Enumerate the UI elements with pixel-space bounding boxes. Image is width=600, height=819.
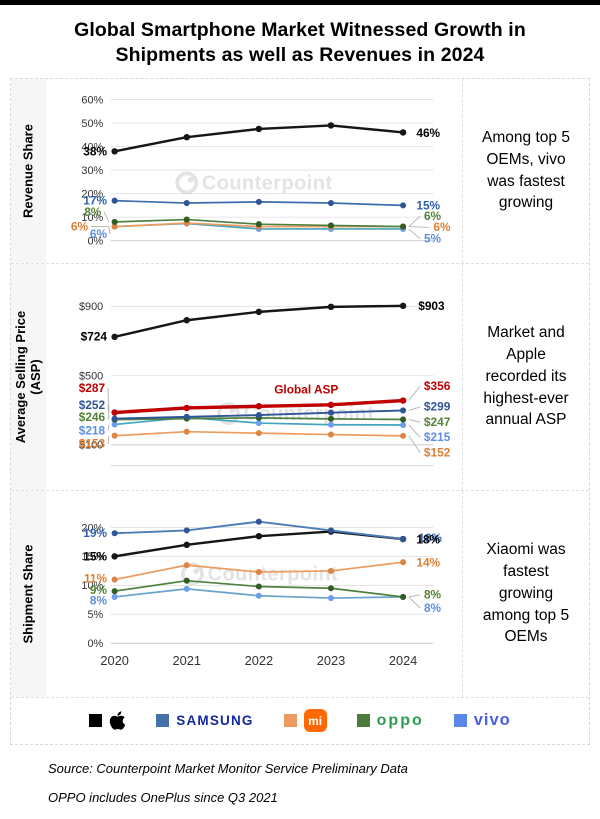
shipment-share-row: Shipment Share 0% 5% 10% 15% 20% 2020 2021 2022… xyxy=(11,490,589,698)
svg-text:$246: $246 xyxy=(79,410,106,424)
page-title-line2: Shipments as well as Revenues in 2024 xyxy=(115,44,485,67)
counterpoint-watermark: Counterpoint xyxy=(181,562,339,585)
asp-annotation: Market and Apple recorded its highest-ev… xyxy=(462,263,589,490)
svg-text:Counterpoint: Counterpoint xyxy=(202,172,333,194)
source-note: Source: Counterpoint Market Monitor Serv… xyxy=(48,761,600,806)
svg-text:6%: 6% xyxy=(424,209,442,223)
svg-text:15%: 15% xyxy=(81,551,103,563)
oppo-legend-swatch xyxy=(356,714,370,728)
revenue-share-annotation: Among top 5 OEMs, vivo was fastest growi… xyxy=(462,78,589,263)
svg-text:$100: $100 xyxy=(79,439,103,451)
svg-text:15%: 15% xyxy=(416,198,440,212)
legend-item-vivo: vivo xyxy=(453,711,511,730)
svg-text:8%: 8% xyxy=(84,205,102,219)
counterpoint-watermark: Counterpoint xyxy=(175,171,333,194)
svg-text:$215: $215 xyxy=(424,430,451,444)
shipment-share-axis-label: Shipment Share xyxy=(20,544,36,644)
asp-axis-label-col: Average Selling Price (ASP) xyxy=(11,263,46,490)
svg-text:46%: 46% xyxy=(416,126,440,140)
page-title: Global Smartphone Market Witnessed Growt… xyxy=(0,5,600,78)
svg-text:$724: $724 xyxy=(81,329,108,343)
source-line1: Source: Counterpoint Market Monitor Serv… xyxy=(48,760,408,776)
svg-text:$218: $218 xyxy=(79,423,106,437)
top-border-bar xyxy=(0,0,600,5)
svg-text:$247: $247 xyxy=(424,415,451,429)
svg-text:$500: $500 xyxy=(79,370,103,382)
svg-text:18%: 18% xyxy=(416,532,440,546)
svg-text:$152: $152 xyxy=(424,445,451,459)
samsung-legend-swatch xyxy=(156,714,170,728)
svg-text:8%: 8% xyxy=(424,601,442,615)
asp-axis-label: Average Selling Price (ASP) xyxy=(12,310,43,443)
revenue-share-axis-label-col: Revenue Share xyxy=(11,78,46,263)
svg-text:$356: $356 xyxy=(424,379,451,393)
svg-text:$252: $252 xyxy=(79,398,106,412)
svg-text:8%: 8% xyxy=(90,593,108,607)
legend-item-oppo: oppo xyxy=(356,711,424,730)
page-title-line1: Global Smartphone Market Witnessed Growt… xyxy=(74,19,526,41)
svg-text:$287: $287 xyxy=(79,380,106,394)
legend-item-apple xyxy=(89,710,126,731)
revenue-share-chart-col: 0% 10% 20% 30% 40% 50% 60% Counterpoint 6% 5% 6% 6%… xyxy=(46,79,462,263)
asp-chart-col: $100 $500 $900 Counterpoint $153 $152 $218 $215… xyxy=(46,264,462,490)
svg-text:5%: 5% xyxy=(87,609,103,621)
vivo-legend-swatch xyxy=(453,714,467,728)
svg-text:38%: 38% xyxy=(83,144,107,158)
svg-text:10%: 10% xyxy=(81,580,103,592)
xiaomi-legend-swatch xyxy=(283,714,297,728)
infographic-frame: Revenue Share 0% 10% 20% 30% 40% 50% 60% Counte… xyxy=(10,77,590,745)
shipment-share-axis-label-col: Shipment Share xyxy=(11,490,46,697)
svg-text:20%: 20% xyxy=(81,188,103,200)
svg-text:2020: 2020 xyxy=(100,653,128,668)
asp-row: Average Selling Price (ASP) $100 $500 $900… xyxy=(11,263,589,491)
svg-text:15%: 15% xyxy=(83,549,107,563)
mi-logo: mi xyxy=(303,709,327,733)
svg-text:18%: 18% xyxy=(418,531,442,545)
source-line2: OPPO includes OnePlus since Q3 2021 xyxy=(48,790,278,806)
svg-text:60%: 60% xyxy=(81,94,103,106)
svg-text:0%: 0% xyxy=(87,638,103,650)
svg-text:$299: $299 xyxy=(424,399,451,413)
vivo-logo: vivo xyxy=(473,711,511,730)
svg-text:40%: 40% xyxy=(81,141,103,153)
apple-legend-swatch xyxy=(89,714,103,728)
svg-text:20%: 20% xyxy=(81,522,103,534)
svg-text:Global ASP: Global ASP xyxy=(274,382,338,396)
legend-item-samsung: SAMSUNG xyxy=(156,713,253,728)
svg-text:$903: $903 xyxy=(418,299,445,313)
svg-text:Counterpoint: Counterpoint xyxy=(208,563,339,585)
svg-text:6%: 6% xyxy=(71,219,89,233)
svg-text:2022: 2022 xyxy=(245,653,273,668)
legend-item-xiaomi: mi xyxy=(283,709,327,733)
svg-text:19%: 19% xyxy=(83,526,107,540)
svg-text:30%: 30% xyxy=(81,165,103,177)
svg-text:6%: 6% xyxy=(433,220,451,234)
svg-text:8%: 8% xyxy=(424,587,442,601)
revenue-share-row: Revenue Share 0% 10% 20% 30% 40% 50% 60% Counte… xyxy=(11,78,589,264)
legend: SAMSUNG mi oppo vivo xyxy=(11,697,589,744)
shipment-share-annotation: Xiaomi was fastest growing among top 5 O… xyxy=(462,490,589,697)
svg-text:5%: 5% xyxy=(424,231,442,245)
svg-text:2023: 2023 xyxy=(317,653,345,668)
svg-text:6%: 6% xyxy=(90,227,108,241)
svg-text:14%: 14% xyxy=(416,555,440,569)
apple-logo-icon xyxy=(110,711,126,730)
oppo-logo: oppo xyxy=(376,711,424,729)
shipment-share-chart-col: 0% 5% 10% 15% 20% 2020 2021 2022 2023 2024 Counter… xyxy=(46,491,462,697)
svg-text:2024: 2024 xyxy=(389,653,417,668)
revenue-share-axis-label: Revenue Share xyxy=(20,123,36,218)
svg-text:2021: 2021 xyxy=(173,653,201,668)
svg-text:9%: 9% xyxy=(90,583,108,597)
svg-text:50%: 50% xyxy=(81,118,103,130)
svg-text:$900: $900 xyxy=(79,301,103,313)
svg-text:17%: 17% xyxy=(83,193,107,207)
svg-text:11%: 11% xyxy=(84,571,108,585)
svg-text:10%: 10% xyxy=(81,212,103,224)
svg-text:$153: $153 xyxy=(79,436,106,450)
svg-text:0%: 0% xyxy=(87,235,103,247)
samsung-logo: SAMSUNG xyxy=(176,713,254,729)
shipment-share-chart: 0% 5% 10% 15% 20% 2020 2021 2022 2023 2024 Counter… xyxy=(81,518,442,668)
